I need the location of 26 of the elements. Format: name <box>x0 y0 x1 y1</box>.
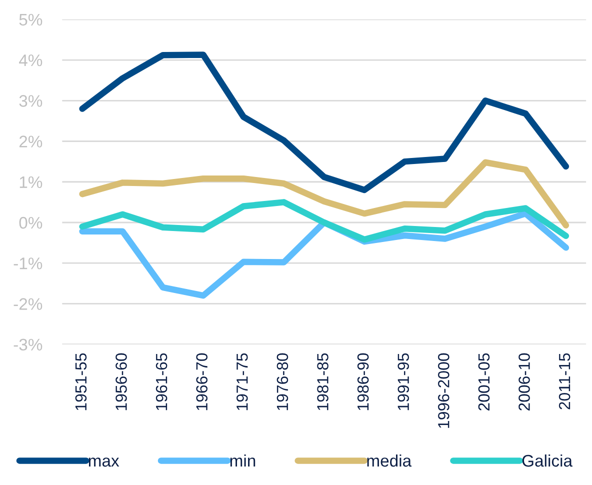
legend-label: max <box>88 458 120 467</box>
legend-label: media <box>367 454 412 467</box>
y-tick-label: -2% <box>14 298 42 310</box>
x-tick-label: 2001-05 <box>478 353 490 410</box>
y-tick-label: -3% <box>14 338 42 351</box>
y-tick-label: 5% <box>19 14 42 26</box>
x-tick-label: 2011-15 <box>558 353 570 410</box>
x-tick-label: 1986-90 <box>357 353 369 410</box>
y-tick-label: 1% <box>20 176 42 188</box>
x-tick-label: 1971-75 <box>236 353 248 410</box>
x-tick-label: 1991-95 <box>398 353 410 410</box>
x-tick-label: 1951-55 <box>75 353 87 410</box>
x-tick-label: 2006-10 <box>518 353 530 410</box>
x-tick-label: 1966-70 <box>196 353 208 410</box>
legend-label: Galicia <box>522 454 573 467</box>
y-tick-label: -1% <box>14 258 42 270</box>
x-tick-label: 1961-65 <box>156 353 168 410</box>
x-tick-label: 1956-60 <box>116 353 127 410</box>
y-tick-label: 3% <box>19 95 42 107</box>
y-tick-label: 0% <box>19 216 42 229</box>
y-tick-label: 4% <box>19 54 42 66</box>
x-tick-label: 1976-80 <box>276 353 288 410</box>
x-tick-label: 1996-2000 <box>438 353 450 428</box>
x-tick-label: 1981-85 <box>317 353 328 410</box>
legend-label: min <box>230 454 256 467</box>
y-tick-label: 2% <box>19 136 42 148</box>
